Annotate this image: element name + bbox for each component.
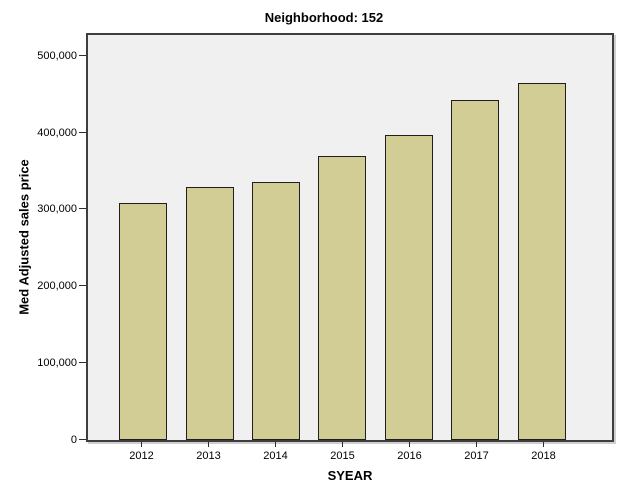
x-tick-mark: [476, 442, 477, 447]
y-tick-mark: [79, 285, 86, 287]
y-tick-label: 300,000: [37, 203, 77, 216]
bar-slot-2015: [309, 35, 375, 440]
x-tick-label: 2016: [397, 450, 422, 462]
x-tick-mark: [543, 442, 544, 447]
bar-slot-2017: [442, 35, 508, 440]
x-tick-2017: 2017: [443, 442, 510, 472]
bar-slot-2014: [243, 35, 309, 440]
bar-slot-2018: [509, 35, 575, 440]
x-tick-label: 2015: [330, 450, 355, 462]
x-tick-2013: 2013: [175, 442, 242, 472]
x-tick-label: 2013: [196, 450, 221, 462]
x-tick-mark: [141, 442, 142, 447]
bar-2014: [252, 181, 301, 440]
bar-2018: [517, 83, 566, 440]
bars-row: [88, 35, 612, 440]
x-tick-mark: [275, 442, 276, 447]
x-axis: 2012 2013 2014 2015 2016 2017 2018: [86, 442, 614, 472]
y-tick-mark: [79, 208, 86, 210]
x-tick-label: 2012: [129, 450, 154, 462]
x-tick-2015: 2015: [309, 442, 376, 472]
y-tick-label: 500,000: [37, 49, 77, 62]
plot-area: 0 100,000 200,000 300,000 400,000 500,000: [37, 33, 614, 446]
x-tick-mark: [342, 442, 343, 447]
y-axis-title: Med Adjusted sales price: [16, 159, 32, 315]
bar-2013: [185, 187, 234, 440]
x-tick-2016: 2016: [376, 442, 443, 472]
x-tick-mark: [208, 442, 209, 447]
y-tick-mark: [79, 362, 86, 364]
x-tick-2012: 2012: [108, 442, 175, 472]
x-tick-label: 2017: [464, 450, 489, 462]
y-tick-label: 0: [70, 434, 77, 446]
chart-title: Neighborhood: 152: [264, 10, 384, 25]
x-tick-label: 2014: [263, 450, 288, 462]
x-tick-2018: 2018: [510, 442, 577, 472]
y-tick-label: 200,000: [37, 280, 77, 293]
bar-2015: [318, 156, 367, 440]
x-tick-mark: [409, 442, 410, 447]
bar-2012: [119, 203, 168, 440]
bar-2017: [451, 99, 500, 440]
y-tick-label: 400,000: [37, 126, 77, 139]
y-tick-mark: [79, 131, 86, 133]
bar-slot-2012: [110, 35, 176, 440]
bar-slot-2016: [376, 35, 442, 440]
bar-2016: [384, 134, 433, 440]
x-axis-title: SYEAR: [327, 468, 373, 483]
y-tick-mark: [79, 54, 86, 56]
y-tick-mark: [79, 439, 86, 440]
x-tick-label: 2018: [531, 450, 556, 462]
y-tick-label: 100,000: [37, 357, 77, 370]
bar-slot-2013: [176, 35, 242, 440]
x-tick-2014: 2014: [242, 442, 309, 472]
